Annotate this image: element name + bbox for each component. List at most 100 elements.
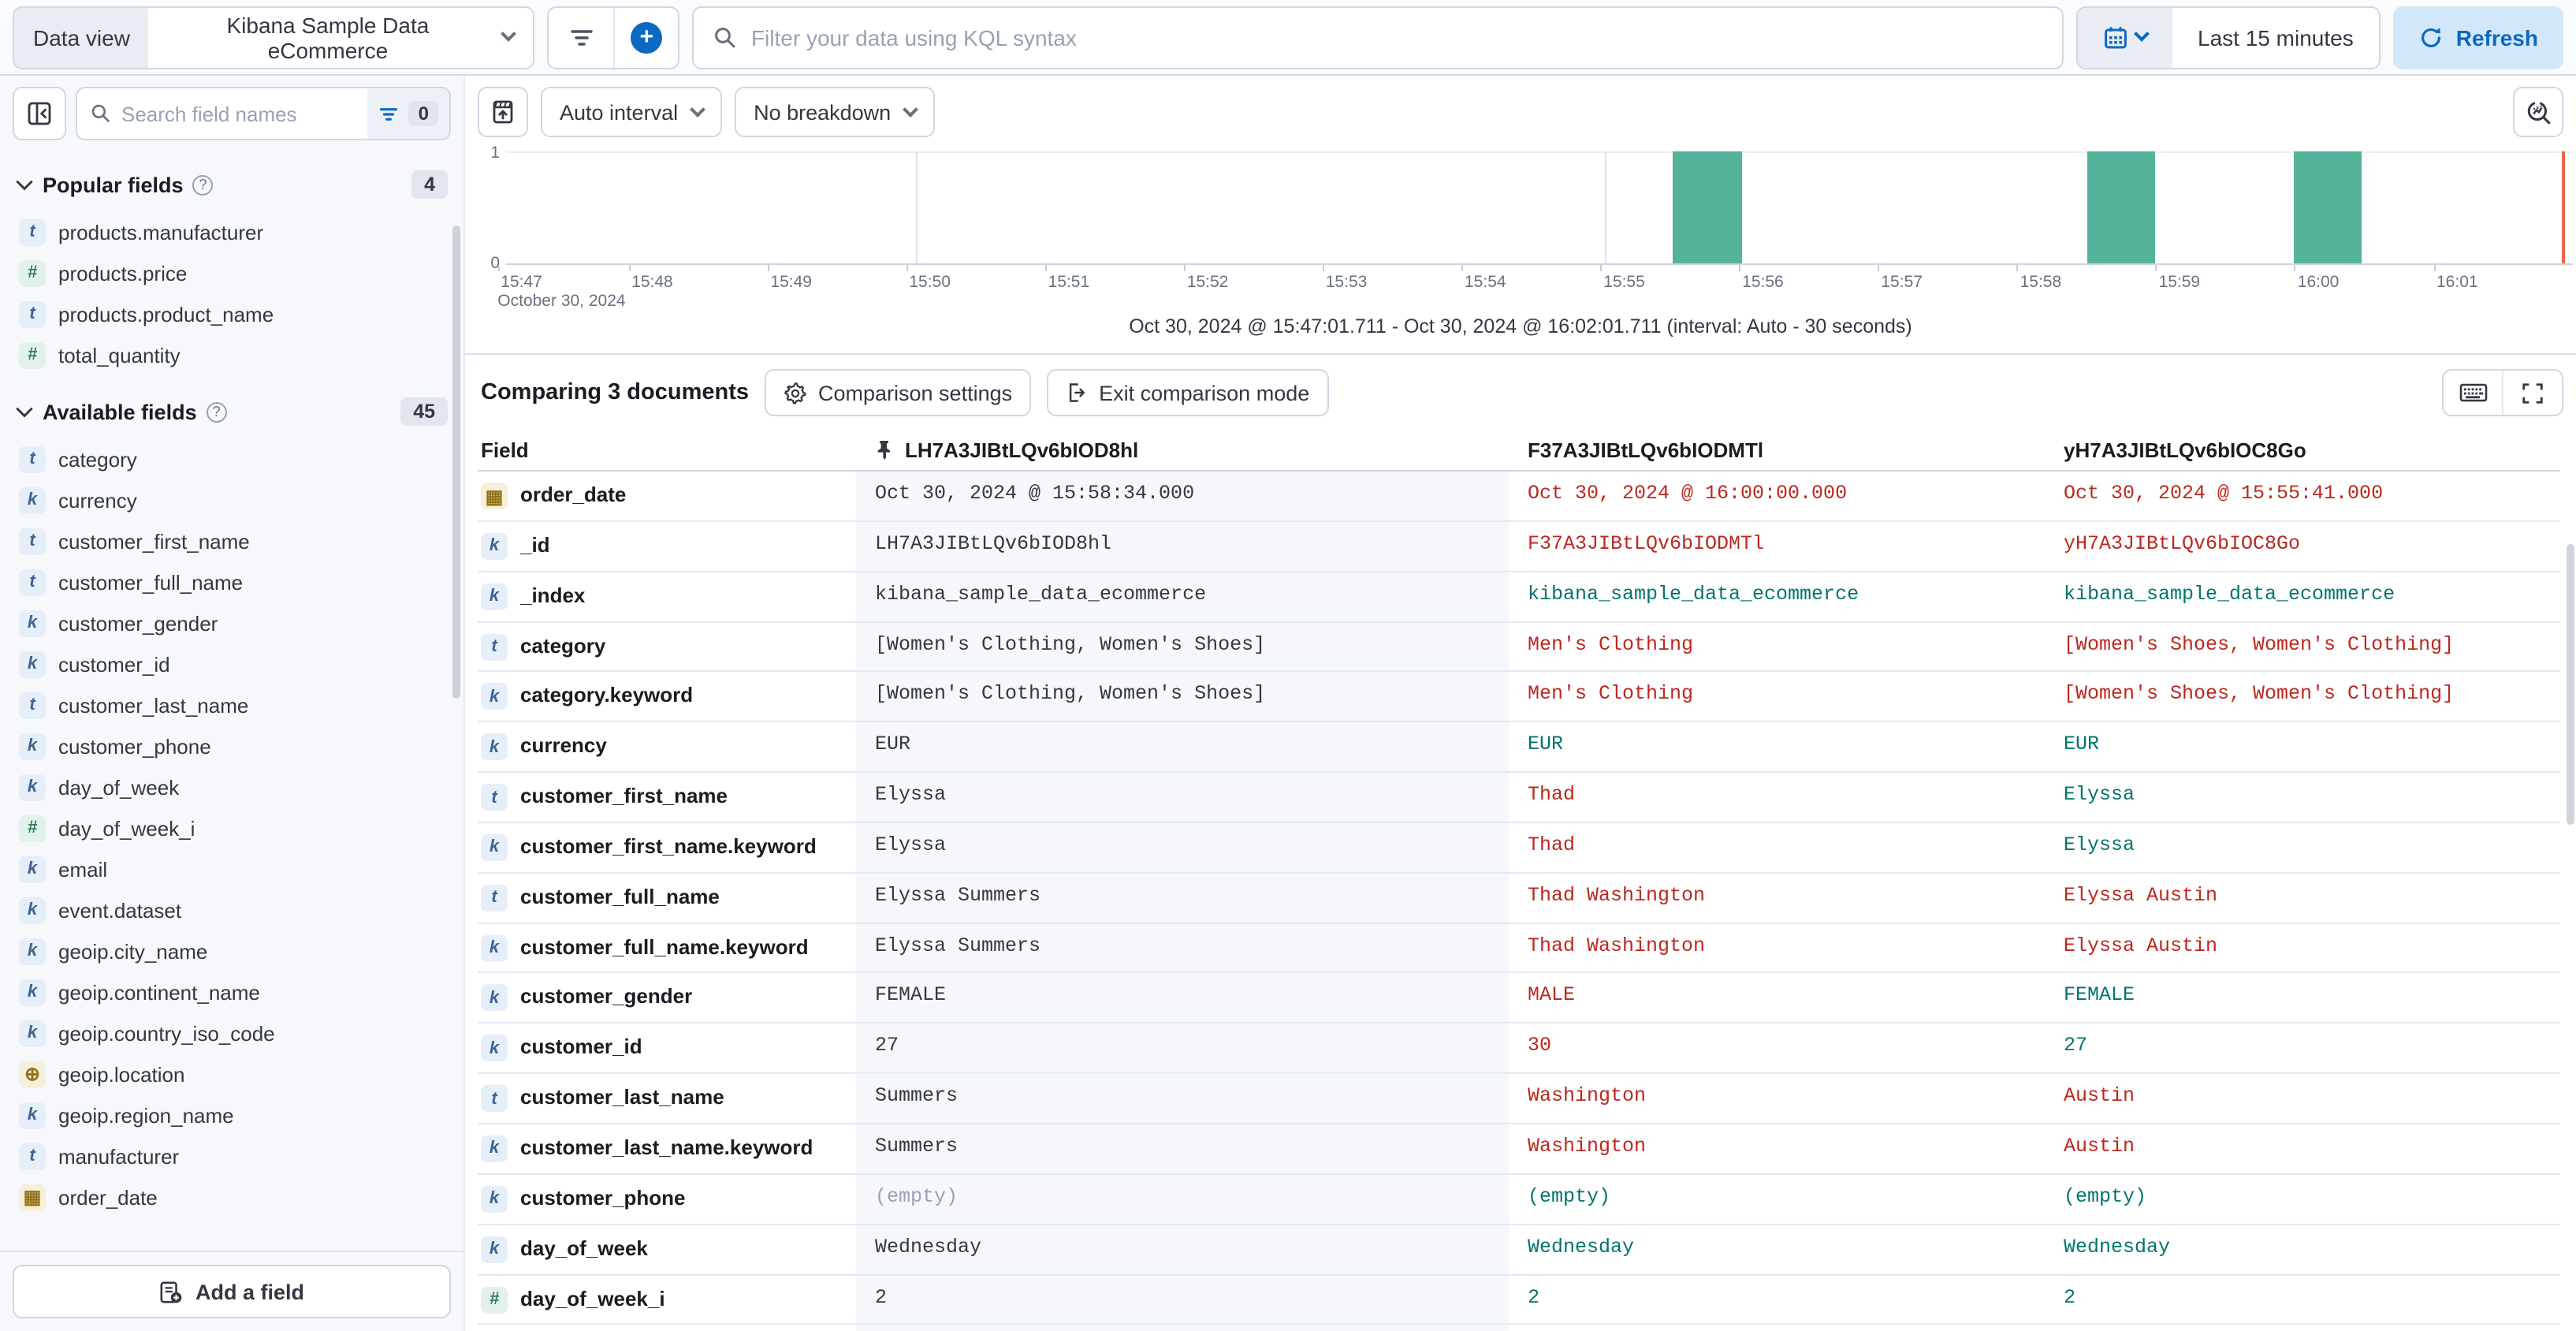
field-type-icon: t bbox=[19, 1143, 46, 1169]
saved-filters-button[interactable] bbox=[549, 7, 613, 67]
field-type-icon: # bbox=[19, 259, 46, 286]
collapse-sidebar-button[interactable] bbox=[13, 87, 66, 140]
fullscreen-button[interactable] bbox=[2503, 371, 2562, 415]
histogram-bar[interactable] bbox=[2293, 151, 2362, 263]
field-list-item[interactable]: k customer_gender bbox=[16, 602, 448, 643]
x-tick-label: 15:59 bbox=[2158, 273, 2201, 292]
field-list-item[interactable]: ▦ order_date bbox=[16, 1176, 448, 1217]
field-list-item[interactable]: # day_of_week_i bbox=[16, 807, 448, 848]
histogram-plot[interactable] bbox=[506, 151, 2573, 265]
field-cell: k email bbox=[478, 1325, 856, 1331]
breakdown-dropdown[interactable]: No breakdown bbox=[735, 87, 936, 137]
doc2-value-cell: Washington bbox=[1528, 1085, 1647, 1108]
field-list-item[interactable]: # total_quantity bbox=[16, 334, 448, 375]
table-row: k customer_phone (empty) (empty) (empty) bbox=[478, 1174, 2560, 1225]
table-row: k _id LH7A3JIBtLQv6bIOD8hl F37A3JIBtLQv6… bbox=[478, 521, 2560, 572]
time-range-button[interactable]: Last 15 minutes bbox=[2172, 7, 2379, 67]
add-field-button[interactable]: Add a field bbox=[13, 1265, 451, 1318]
field-list-item[interactable]: k geoip.continent_name bbox=[16, 971, 448, 1012]
interval-dropdown[interactable]: Auto interval bbox=[541, 87, 723, 137]
field-list-item[interactable]: t products.product_name bbox=[16, 293, 448, 334]
field-type-icon: ⊕ bbox=[19, 1061, 46, 1087]
data-view-value: Kibana Sample Data eCommerce bbox=[226, 12, 430, 62]
x-tick-label: 15:57 bbox=[1881, 273, 1923, 292]
field-type-icon: t bbox=[19, 446, 46, 472]
sidebar-scrollbar[interactable] bbox=[452, 226, 460, 699]
field-list-item[interactable]: ⊕ geoip.location bbox=[16, 1053, 448, 1094]
exit-comparison-button[interactable]: Exit comparison mode bbox=[1047, 369, 1329, 416]
field-list-item[interactable]: t category bbox=[16, 438, 448, 479]
field-name: customer_first_name bbox=[520, 784, 728, 808]
hide-chart-button[interactable] bbox=[478, 87, 528, 137]
data-view-label: Data view bbox=[14, 7, 149, 67]
document-3-header: yH7A3JIBtLQv6bIOC8Go bbox=[2064, 438, 2306, 461]
comparison-settings-button[interactable]: Comparison settings bbox=[765, 369, 1032, 416]
histogram-bar[interactable] bbox=[1673, 151, 1743, 263]
table-row: k customer_first_name.keyword Elyssa Tha… bbox=[478, 822, 2560, 874]
field-list-item[interactable]: k geoip.country_iso_code bbox=[16, 1012, 448, 1053]
kql-search-input[interactable] bbox=[750, 24, 2044, 50]
doc3-value-cell: Elyssa bbox=[2064, 833, 2135, 856]
pinned-value-cell: Elyssa bbox=[856, 773, 1509, 822]
x-tick-mark bbox=[767, 265, 769, 271]
field-list-item[interactable]: # products.price bbox=[16, 252, 448, 293]
field-type-icon: k bbox=[481, 583, 508, 610]
table-row: k _index kibana_sample_data_ecommerce ki… bbox=[478, 572, 2560, 623]
add-field-label: Add a field bbox=[195, 1280, 304, 1303]
field-cell: k customer_last_name.keyword bbox=[478, 1124, 856, 1173]
field-type-icon: k bbox=[481, 984, 508, 1012]
add-filter-button[interactable]: + bbox=[615, 7, 679, 67]
field-cell: k customer_first_name.keyword bbox=[478, 823, 856, 872]
main-panel: Auto interval No breakdown 1 0 bbox=[465, 76, 2576, 1331]
doc2-value-cell: Wednesday bbox=[1528, 1236, 1635, 1258]
doc2-value-cell: thad@washington-family.zzz bbox=[1509, 1325, 2045, 1331]
field-cell: k _index bbox=[478, 572, 856, 621]
doc2-value-cell: Men's Clothing bbox=[1528, 633, 1694, 656]
table-scrollbar[interactable] bbox=[2567, 544, 2574, 825]
field-name: currency bbox=[58, 488, 137, 512]
plus-icon: + bbox=[631, 21, 663, 53]
edit-visualization-button[interactable] bbox=[2513, 87, 2563, 137]
doc2-value-cell: Washington bbox=[1528, 1135, 1647, 1158]
field-type-icon: k bbox=[19, 651, 46, 677]
field-list-item[interactable]: k customer_id bbox=[16, 643, 448, 684]
field-name: geoip.country_iso_code bbox=[58, 1021, 275, 1045]
field-name: day_of_week_i bbox=[58, 816, 195, 840]
field-list-item[interactable]: k day_of_week bbox=[16, 766, 448, 807]
histogram-bar[interactable] bbox=[2086, 151, 2156, 263]
field-search-input[interactable] bbox=[121, 102, 368, 125]
keyboard-icon bbox=[2459, 383, 2487, 402]
pinned-value-cell: LH7A3JIBtLQv6bIOD8hl bbox=[856, 521, 1509, 571]
x-tick-mark bbox=[497, 265, 500, 271]
field-list-item[interactable]: t products.manufacturer bbox=[16, 211, 448, 252]
pinned-value-cell: [Women's Clothing, Women's Shoes] bbox=[856, 622, 1509, 671]
field-name: email bbox=[58, 857, 108, 881]
field-list-item[interactable]: t customer_full_name bbox=[16, 561, 448, 602]
keyboard-shortcuts-button[interactable] bbox=[2444, 371, 2502, 415]
pinned-value-cell: Elyssa Summers bbox=[856, 873, 1509, 923]
popular-fields-header[interactable]: Popular fields ? 4 bbox=[16, 161, 448, 208]
available-fields-header[interactable]: Available fields ? 45 bbox=[16, 388, 448, 435]
field-filter-button[interactable]: 0 bbox=[367, 88, 449, 139]
field-list-item[interactable]: k event.dataset bbox=[16, 889, 448, 930]
refresh-icon bbox=[2421, 27, 2440, 47]
field-type-icon: k bbox=[481, 1135, 508, 1162]
field-list-item[interactable]: t customer_last_name bbox=[16, 684, 448, 725]
filter-lines-icon bbox=[380, 107, 398, 120]
field-list-item[interactable]: k geoip.city_name bbox=[16, 930, 448, 971]
doc2-value-cell: Thad Washington bbox=[1528, 884, 1706, 907]
field-list-item[interactable]: t customer_first_name bbox=[16, 520, 448, 561]
field-list-item[interactable]: t manufacturer bbox=[16, 1135, 448, 1176]
doc3-value-cell: EUR bbox=[2064, 733, 2100, 756]
refresh-button[interactable]: Refresh bbox=[2392, 6, 2563, 69]
data-view-selector[interactable]: Kibana Sample Data eCommerce bbox=[148, 7, 534, 67]
field-name: category bbox=[58, 447, 137, 471]
table-header-row: Field LH7A3JIBtLQv6bIOD8hl F37A3JIBtLQv6… bbox=[478, 429, 2560, 472]
date-picker-button[interactable] bbox=[2078, 7, 2173, 67]
field-name: customer_last_name.keyword bbox=[520, 1135, 813, 1159]
field-list-item[interactable]: k currency bbox=[16, 479, 448, 520]
field-name: customer_last_name bbox=[520, 1085, 724, 1109]
field-list-item[interactable]: k customer_phone bbox=[16, 725, 448, 766]
field-list-item[interactable]: k geoip.region_name bbox=[16, 1094, 448, 1135]
field-list-item[interactable]: k email bbox=[16, 848, 448, 889]
